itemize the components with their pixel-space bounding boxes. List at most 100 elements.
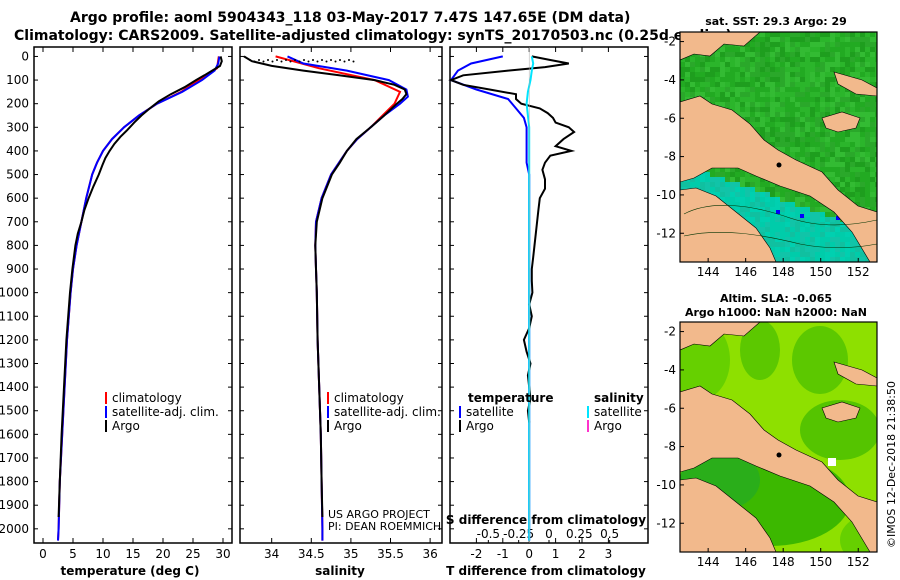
sst-cell [835, 137, 840, 142]
sst-cell [705, 172, 710, 177]
sst-cell [765, 47, 770, 52]
sst-cell [735, 192, 740, 197]
sst-cell [775, 32, 780, 37]
sst-cell [805, 222, 810, 227]
sst-cell [820, 67, 825, 72]
sst-cell [745, 112, 750, 117]
sst-cell [780, 52, 785, 57]
sst-cell [730, 187, 735, 192]
land-australia [680, 477, 777, 552]
sst-cell [785, 57, 790, 62]
lon-tick-label: 144 [697, 555, 720, 569]
sst-cell [840, 37, 845, 42]
argo-surface-dot [334, 60, 337, 63]
sst-cell [770, 102, 775, 107]
sst-cell [830, 42, 835, 47]
sst-cell [835, 252, 840, 257]
sst-cell [705, 77, 710, 82]
sst-cell [810, 117, 815, 122]
sst-cell [810, 232, 815, 237]
sst-cell [820, 157, 825, 162]
sst-cell [855, 182, 860, 187]
sst-cell [865, 202, 870, 207]
sst-cell [785, 117, 790, 122]
sst-cell [740, 182, 745, 187]
sst-cell [850, 187, 855, 192]
sst-cell [785, 137, 790, 142]
sst-cell [740, 107, 745, 112]
sst-cell [840, 157, 845, 162]
sst-cell [770, 247, 775, 252]
sst-cell [680, 62, 685, 67]
sst-cell [745, 172, 750, 177]
sst-cell [800, 87, 805, 92]
sst-cell [875, 82, 877, 87]
sst-cell [790, 97, 795, 102]
sst-cell [875, 42, 877, 47]
sst-cell [855, 132, 860, 137]
sst-cell [730, 92, 735, 97]
salinity-lines [243, 55, 409, 541]
sst-cell [845, 257, 850, 262]
sst-cell [850, 252, 855, 257]
sst-cell [775, 87, 780, 92]
sst-cell [790, 247, 795, 252]
sst-cell [785, 217, 790, 222]
argo-surface-dot [307, 60, 310, 63]
sst-cell [875, 52, 877, 57]
sst-cell [875, 202, 877, 207]
sst-cell [860, 192, 865, 197]
sst-cell [825, 162, 830, 167]
sst-cell [785, 107, 790, 112]
sst-cell [730, 97, 735, 102]
depth-tick-label: 1100 [0, 309, 29, 323]
lon-tick-label: 152 [847, 555, 870, 569]
sst-cell [765, 122, 770, 127]
sst-cell [790, 142, 795, 147]
sst-cell [870, 77, 875, 82]
sst-cell [770, 137, 775, 142]
sst-cell [840, 42, 845, 47]
sst-cell [845, 42, 850, 47]
sst-cell [750, 47, 755, 52]
sst-cell [780, 102, 785, 107]
sst-cell [750, 42, 755, 47]
sst-cell [725, 47, 730, 52]
sst-cell [860, 102, 865, 107]
sst-cell [705, 67, 710, 72]
sst-cell [760, 207, 765, 212]
sst-cell [780, 222, 785, 227]
sst-cell [815, 72, 820, 77]
sst-cell [810, 92, 815, 97]
sst-cell [760, 57, 765, 62]
sst-cell [725, 187, 730, 192]
sst-cell [820, 152, 825, 157]
sst-cell [825, 167, 830, 172]
sst-cell [785, 52, 790, 57]
lat-tick-label: -10 [656, 188, 676, 202]
sst-cell [850, 162, 855, 167]
sst-cell [870, 82, 875, 87]
sst-cell [775, 192, 780, 197]
sst-cell [870, 127, 875, 132]
land-island [821, 401, 861, 423]
sst-cell [840, 107, 845, 112]
sst-cell [700, 77, 705, 82]
sst-cell [815, 152, 820, 157]
sst-cell [870, 142, 875, 147]
sst-cell [815, 257, 820, 262]
sst-cell [700, 92, 705, 97]
sst-cell [780, 87, 785, 92]
sst-cell [805, 52, 810, 57]
argo-surface-dot [312, 59, 314, 61]
sst-cell [815, 207, 820, 212]
sst-cell [685, 87, 690, 92]
sst-cell [815, 147, 820, 152]
sst-cell [745, 212, 750, 217]
sst-cell [815, 67, 820, 72]
sst-cell [725, 52, 730, 57]
sst-cell [820, 122, 825, 127]
sst-cell [775, 82, 780, 87]
sst-cell [780, 127, 785, 132]
sst-cell [810, 247, 815, 252]
